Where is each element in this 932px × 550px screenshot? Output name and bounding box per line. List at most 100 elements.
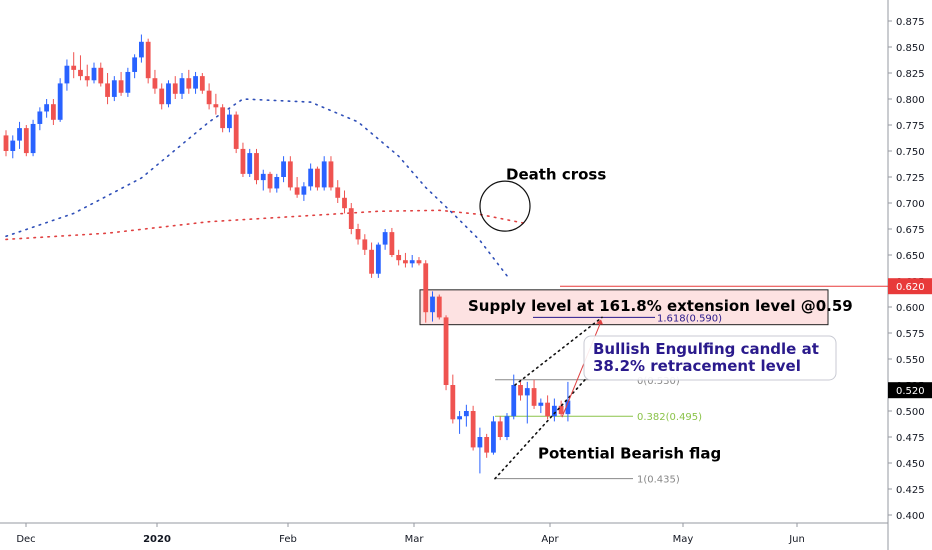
candle-body — [301, 186, 307, 195]
candle-body — [565, 400, 571, 415]
x-tick-label: Dec — [16, 534, 35, 545]
price-tag-box — [888, 382, 932, 399]
moving-averages — [5, 98, 529, 277]
y-tick-label: 0.425 — [896, 485, 925, 496]
price-tags: 0.620 0.520 — [888, 278, 932, 399]
y-tick-label: 0.800 — [896, 95, 925, 106]
ma-fast-line — [5, 98, 508, 277]
candle-body — [409, 260, 415, 264]
candle-body — [321, 161, 327, 188]
y-tick-label: 0.475 — [896, 433, 925, 444]
candle-body — [335, 187, 341, 198]
candle-body — [125, 71, 131, 93]
y-tick-label: 0.875 — [896, 17, 925, 28]
flag-lower-trendline — [494, 378, 586, 480]
candle-body — [179, 78, 185, 94]
candle-body — [23, 128, 29, 154]
candle-body — [416, 260, 422, 264]
candle-body — [111, 80, 117, 97]
candle-body — [491, 421, 496, 453]
x-tick-label: Apr — [541, 534, 559, 545]
candle-body — [315, 168, 320, 188]
y-tick-label: 0.600 — [896, 303, 925, 314]
candle-body — [497, 421, 503, 437]
x-tick-label: Jun — [788, 534, 805, 545]
candle-body — [531, 388, 537, 406]
candle-body — [220, 107, 226, 129]
candle-body — [247, 153, 253, 174]
x-tick-label: 2020 — [143, 534, 171, 545]
candle-body — [132, 57, 138, 72]
candle-body — [233, 114, 239, 149]
candle-body — [50, 104, 56, 120]
candle-body — [206, 90, 212, 105]
y-tick-label: 0.675 — [896, 225, 925, 236]
candle-body — [518, 385, 523, 396]
death-cross-circle — [479, 180, 531, 232]
candle-body — [145, 41, 151, 79]
candle-body — [287, 161, 293, 188]
candle-body — [274, 177, 280, 189]
candle-body — [484, 437, 490, 453]
supply-zone-box — [419, 289, 829, 326]
fib-level-label: 0.382(0.495) — [637, 412, 702, 423]
annotations: Death cross Bullish Engulfing candle at38… — [479, 166, 837, 462]
y-tick-label: 0.500 — [896, 407, 925, 418]
candle-body — [511, 385, 517, 417]
x-axis-ticks: Dec 2020 Feb Mar Apr May Jun — [16, 523, 805, 545]
candle-body — [159, 88, 165, 105]
candle-body — [423, 263, 429, 313]
supply-zone: Supply level at 161.8% extension level @… — [419, 285, 888, 326]
candle-body — [10, 140, 16, 151]
candle-body — [504, 416, 510, 437]
candle-body — [64, 65, 70, 84]
candle-body — [57, 83, 63, 120]
y-tick-label: 0.575 — [896, 329, 925, 340]
candle-body — [17, 128, 22, 141]
supply-zone-label: Supply level at 161.8% extension level @… — [468, 297, 853, 315]
candle-body — [545, 402, 550, 417]
candlesticks — [3, 34, 571, 474]
candle-body — [308, 168, 314, 187]
candle-body — [84, 76, 90, 81]
y-axis-ticks: 0.875 0.850 0.825 0.800 0.775 0.750 0.725 0.700… — [888, 17, 925, 522]
candle-body — [199, 76, 205, 91]
candle-body — [240, 148, 246, 174]
candle-body — [105, 83, 110, 97]
fib-level-label: 1.618(0.590) — [657, 313, 722, 324]
x-tick-label: May — [673, 534, 694, 545]
ma-slow-line — [5, 209, 529, 241]
candle-body — [152, 78, 158, 89]
flag-upper-trendline — [514, 316, 603, 386]
candle-body — [328, 161, 334, 188]
candle-body — [3, 135, 9, 151]
candle-body — [463, 411, 469, 417]
projection-arrow-head — [596, 319, 603, 325]
candle-body — [281, 161, 286, 177]
candle-body — [260, 173, 266, 181]
candle-body — [524, 388, 530, 396]
fib-level-label: 1(0.435) — [637, 475, 680, 486]
candle-body — [436, 296, 442, 318]
candle-body — [450, 385, 456, 420]
price-tag-box — [888, 278, 932, 295]
candle-body — [118, 80, 124, 93]
y-tick-label: 0.700 — [896, 199, 925, 210]
candle-body — [362, 239, 368, 250]
candle-body — [470, 411, 476, 448]
candle-body — [44, 104, 50, 112]
candle-body — [369, 249, 374, 274]
candle-body — [78, 69, 83, 77]
death-cross-label: Death cross — [506, 166, 606, 184]
candle-body — [172, 83, 178, 94]
y-tick-label: 0.400 — [896, 511, 925, 522]
candle-body — [267, 173, 273, 189]
candle-body — [558, 405, 564, 415]
y-tick-label: 0.550 — [896, 355, 925, 366]
bearish-flag-label: Potential Bearish flag — [538, 444, 721, 462]
price-tag-label: 0.520 — [896, 386, 925, 397]
y-tick-label: 0.825 — [896, 69, 925, 80]
candle-body — [193, 76, 198, 89]
